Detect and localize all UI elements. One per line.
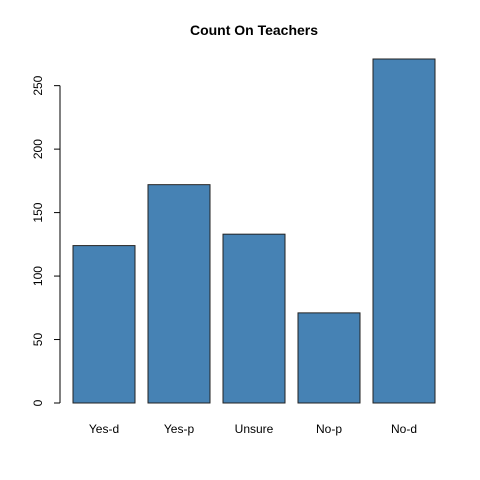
bar-yes-p (147, 184, 211, 404)
y-tick-label: 100 (31, 266, 45, 286)
x-axis-labels: Yes-d Yes-p Unsure No-p No-d (89, 422, 417, 436)
y-axis: 0 50 100 150 200 250 (31, 75, 61, 406)
bar-no-p (297, 312, 361, 404)
y-tick-label: 200 (31, 139, 45, 159)
bars-group (72, 58, 436, 404)
x-tick-label: No-p (316, 422, 342, 436)
bar-unsure (222, 233, 286, 404)
bar-no-d (372, 58, 436, 404)
x-tick-label: Yes-p (164, 422, 195, 436)
bar-yes-d (72, 245, 136, 404)
y-tick-label: 50 (31, 333, 45, 347)
x-tick-label: Unsure (235, 422, 274, 436)
y-tick-label: 150 (31, 202, 45, 222)
y-tick-label: 0 (31, 399, 45, 406)
y-tick-label: 250 (31, 75, 45, 95)
chart-title: Count On Teachers (190, 22, 318, 38)
x-tick-label: Yes-d (89, 422, 119, 436)
x-tick-label: No-d (391, 422, 417, 436)
